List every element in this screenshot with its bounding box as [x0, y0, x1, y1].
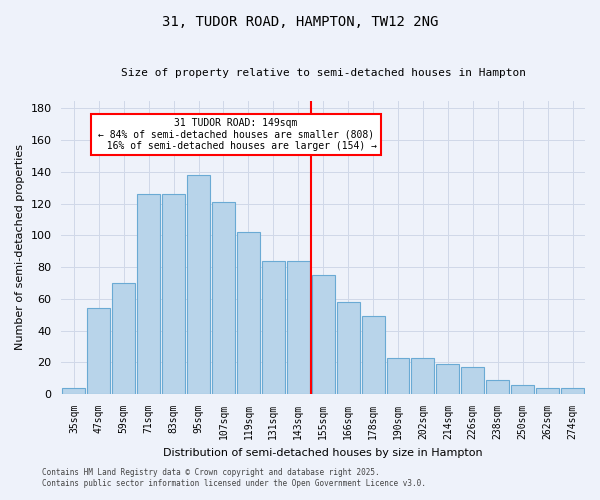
- Bar: [262, 261, 285, 394]
- Bar: [212, 202, 235, 394]
- X-axis label: Distribution of semi-detached houses by size in Hampton: Distribution of semi-detached houses by …: [163, 448, 483, 458]
- Bar: [287, 261, 310, 394]
- Bar: [112, 283, 135, 394]
- Text: Contains HM Land Registry data © Crown copyright and database right 2025.
Contai: Contains HM Land Registry data © Crown c…: [42, 468, 426, 487]
- Bar: [412, 358, 434, 394]
- Bar: [237, 232, 260, 394]
- Y-axis label: Number of semi-detached properties: Number of semi-detached properties: [15, 144, 25, 350]
- Bar: [461, 367, 484, 394]
- Bar: [561, 388, 584, 394]
- Bar: [337, 302, 359, 394]
- Bar: [62, 388, 85, 394]
- Title: Size of property relative to semi-detached houses in Hampton: Size of property relative to semi-detach…: [121, 68, 526, 78]
- Bar: [162, 194, 185, 394]
- Bar: [88, 308, 110, 394]
- Bar: [436, 364, 460, 394]
- Bar: [137, 194, 160, 394]
- Bar: [312, 275, 335, 394]
- Bar: [187, 175, 210, 394]
- Bar: [362, 316, 385, 394]
- Text: 31, TUDOR ROAD, HAMPTON, TW12 2NG: 31, TUDOR ROAD, HAMPTON, TW12 2NG: [162, 15, 438, 29]
- Text: 31 TUDOR ROAD: 149sqm
← 84% of semi-detached houses are smaller (808)
  16% of s: 31 TUDOR ROAD: 149sqm ← 84% of semi-deta…: [95, 118, 377, 151]
- Bar: [536, 388, 559, 394]
- Bar: [486, 380, 509, 394]
- Bar: [386, 358, 409, 394]
- Bar: [511, 384, 534, 394]
